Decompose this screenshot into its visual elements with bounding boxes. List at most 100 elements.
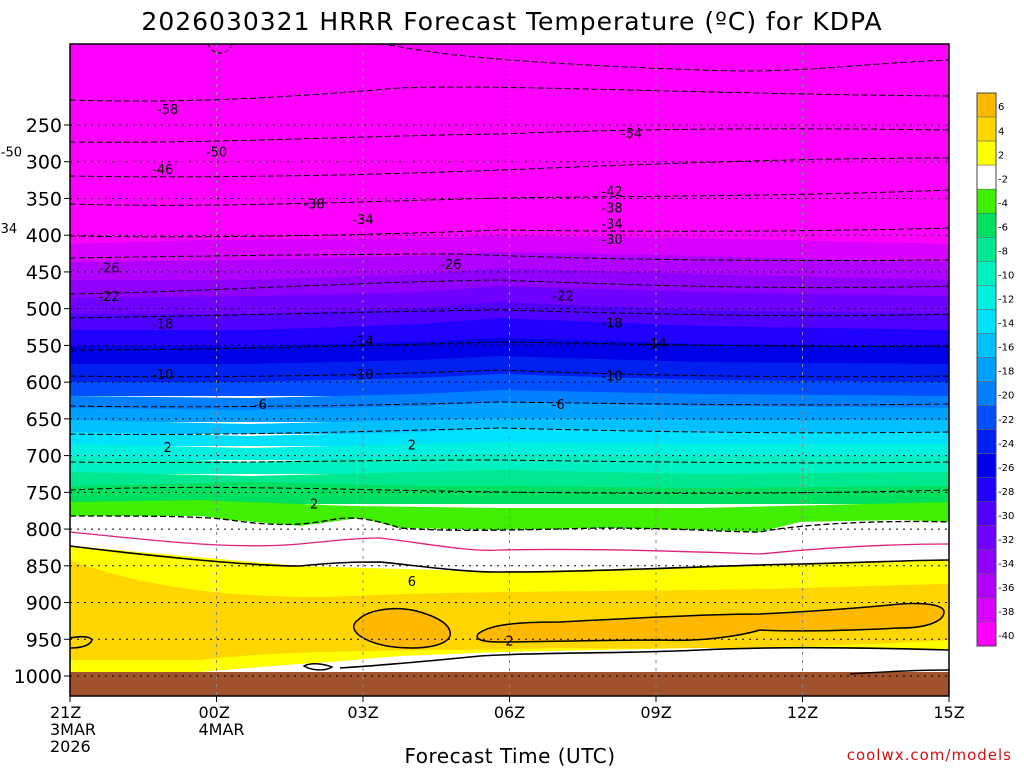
- colorbar-label: -20: [998, 391, 1014, 402]
- y-tick-label: 1000: [14, 666, 62, 688]
- isotherm-label: -18: [152, 317, 173, 332]
- isotherm-label: -6: [552, 398, 565, 413]
- isotherm-line: [379, 44, 949, 72]
- colorbar-label: -38: [998, 607, 1014, 618]
- isotherm-label: -6: [254, 398, 267, 413]
- isotherm-label: -38: [304, 198, 325, 213]
- colorbar-swatch: [976, 405, 997, 430]
- colorbar: 6 4 2 -2 -4 -6 -8 -10 -12 -14 -16 -18 -20 -22 -24 -26 -2…: [976, 92, 1014, 647]
- isotherm-label: -58: [157, 103, 178, 118]
- colorbar-swatch: [976, 212, 997, 238]
- colorbar-label: 4: [998, 126, 1004, 137]
- isotherm-label: -30: [601, 233, 622, 248]
- y-tick-label: 350: [26, 188, 62, 210]
- isotherm-label: 2: [164, 441, 172, 456]
- colorbar-swatch: [976, 381, 997, 406]
- colorbar-label: -2: [998, 174, 1008, 185]
- isotherm-label: -10: [352, 368, 373, 383]
- isotherm-label: 6: [408, 575, 416, 590]
- watermark: coolwx.com/models: [847, 746, 1012, 764]
- isotherm-label: -26: [98, 262, 119, 277]
- isotherm-label: -22: [98, 290, 119, 305]
- isotherm-line: [70, 253, 949, 262]
- isotherm-label: -34: [601, 217, 622, 232]
- colorbar-label: -16: [998, 343, 1014, 354]
- isotherm-2-upper: [70, 515, 949, 533]
- colorbar-label: -6: [998, 222, 1008, 233]
- colorbar-label: -18: [998, 367, 1014, 378]
- band-4-upper-left-blob: [70, 564, 120, 595]
- y-tick-label: 600: [26, 372, 62, 394]
- isotherm-top-small: [207, 44, 233, 54]
- band-minus-16: [70, 418, 949, 434]
- x-tick-label: 12Z: [787, 703, 818, 722]
- colorbar-label: -40: [998, 631, 1014, 642]
- band-minus-2-white: [70, 516, 949, 572]
- band-minus-10: [70, 454, 949, 474]
- colorbar-label: -32: [998, 535, 1014, 546]
- isotherm-2-right-surface: [849, 669, 949, 675]
- isotherm-line: [70, 309, 949, 319]
- isotherm-label: -54: [621, 127, 642, 142]
- y-axis: 250 300 350 400 450 500 550 600 650 700 750 800 850 9…: [14, 115, 70, 688]
- isotherm-label: -34: [352, 213, 373, 228]
- colorbar-swatch: [976, 525, 997, 551]
- y-tick-label: 550: [26, 335, 62, 357]
- colorbar-label: -22: [998, 415, 1014, 426]
- colorbar-label: -12: [998, 295, 1014, 306]
- x-tick-label: 2026: [50, 737, 91, 756]
- colorbar-swatch: [976, 597, 997, 623]
- isotherm-label: 2: [408, 439, 416, 454]
- isotherm-line: [70, 486, 949, 494]
- x-tick-label: 3MAR: [50, 720, 96, 739]
- y-tick-label: 650: [26, 409, 62, 431]
- isotherm-line: [70, 86, 949, 102]
- isotherm-line: [70, 341, 949, 351]
- colorbar-swatch: [976, 621, 997, 647]
- y-tick-label: 400: [26, 225, 62, 247]
- isotherm-labels: -58-54-50-50-46-42-38-38-34-34-34-30-26-…: [0, 103, 667, 650]
- isotherm-2-near-surface: [339, 646, 949, 669]
- y-tick-label: 850: [26, 556, 62, 578]
- colorbar-swatch: [976, 453, 997, 478]
- isotherm-line: [70, 189, 949, 206]
- isotherm-label: -26: [440, 258, 461, 273]
- band-minus-22: [70, 374, 949, 396]
- band-6-blob-right: [476, 602, 945, 643]
- isotherm-line: [70, 459, 949, 464]
- colorbar-label: -24: [998, 439, 1014, 450]
- colorbar-swatch: [976, 429, 997, 454]
- colorbar-label: -4: [998, 198, 1008, 209]
- isotherm-2-lower: [70, 545, 949, 573]
- x-tick-label: 09Z: [640, 703, 671, 722]
- y-tick-label: 750: [26, 482, 62, 504]
- y-tick-label: 250: [26, 115, 62, 137]
- x-axis-label: Forecast Time (UTC): [404, 744, 615, 768]
- isotherm-label: -42: [601, 185, 622, 200]
- isotherm-label: 2: [310, 497, 318, 512]
- solid-contours: [70, 44, 949, 675]
- isotherm-line: [70, 427, 949, 436]
- colorbar-label: 6: [998, 102, 1004, 113]
- colorbar-swatch: [976, 477, 997, 502]
- isotherm-label: 2: [505, 635, 513, 650]
- isotherm-line: [70, 128, 949, 143]
- colorbar-swatch: [976, 116, 997, 142]
- freezing-level-line: [70, 531, 949, 555]
- colorbar-swatch: [976, 573, 997, 599]
- y-tick-label: 800: [26, 519, 62, 541]
- isotherm-line: [70, 401, 949, 408]
- colorbar-frame: [976, 92, 997, 647]
- colorbar-label: -34: [998, 559, 1014, 570]
- x-tick-label: 03Z: [347, 703, 378, 722]
- isotherm-line: [70, 157, 949, 178]
- colorbar-swatch: [976, 188, 997, 214]
- y-tick-label: 500: [26, 299, 62, 321]
- colorbar-swatch: [976, 285, 997, 310]
- isotherm-label: -14: [352, 334, 373, 349]
- isotherm-label: -34: [0, 222, 17, 237]
- y-tick-label: 450: [26, 262, 62, 284]
- x-tick-label: 21Z: [50, 703, 81, 722]
